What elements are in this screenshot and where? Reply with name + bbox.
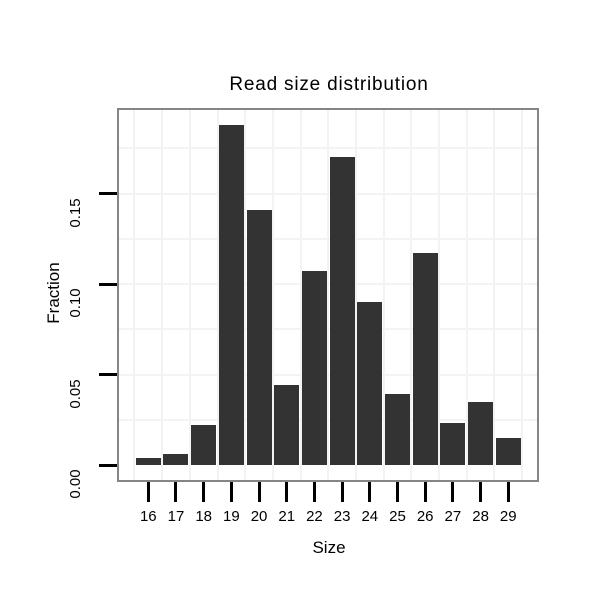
bar-28 — [468, 402, 494, 465]
x-tick-label: 25 — [389, 508, 406, 525]
gridline-vertical — [244, 110, 247, 480]
gridline-vertical — [299, 110, 302, 480]
gridline-vertical — [327, 110, 330, 480]
bar-19 — [218, 125, 244, 465]
y-tick-label: 0.10 — [67, 288, 84, 318]
grid-layer — [119, 110, 537, 480]
x-tick-mark — [368, 482, 372, 502]
x-tick-label: 21 — [278, 508, 296, 525]
gridline-vertical — [493, 110, 496, 480]
x-tick-mark — [285, 482, 289, 502]
y-tick-mark — [99, 373, 117, 376]
x-tick-mark — [451, 482, 455, 502]
bar-27 — [440, 423, 466, 465]
gridline-vertical — [521, 110, 524, 480]
x-tick-label: 26 — [416, 508, 434, 525]
x-tick-mark — [257, 482, 261, 502]
x-axis-title: Size — [312, 538, 346, 557]
gridline-vertical — [354, 110, 357, 480]
gridline-vertical — [382, 110, 385, 480]
x-tick-mark — [202, 482, 206, 502]
x-tick-label: 22 — [306, 508, 323, 525]
x-tick-label: 28 — [472, 508, 489, 525]
bar-24 — [357, 302, 383, 465]
bar-29 — [495, 438, 521, 465]
bar-23 — [329, 157, 355, 465]
x-tick-label: 18 — [195, 508, 213, 525]
y-tick-mark — [99, 192, 117, 195]
x-tick-label: 23 — [333, 508, 351, 525]
bar-18 — [191, 425, 217, 465]
bar-25 — [385, 394, 410, 465]
x-tick-label: 16 — [139, 508, 157, 525]
x-tick-mark — [479, 482, 483, 502]
bar-20 — [246, 210, 272, 465]
x-tick-label: 19 — [223, 508, 240, 525]
bar-26 — [412, 253, 438, 465]
x-tick-mark — [340, 482, 344, 502]
gridline-vertical — [438, 110, 441, 480]
x-tick-mark — [146, 482, 150, 502]
x-tick-label: 27 — [444, 508, 462, 525]
x-tick-label: 17 — [167, 508, 185, 525]
gridline-vertical — [410, 110, 413, 480]
y-tick-mark — [99, 282, 117, 286]
bar-21 — [274, 385, 300, 465]
x-tick-mark — [506, 482, 510, 502]
gridline-vertical — [271, 110, 274, 480]
bars-layer — [119, 110, 537, 480]
y-tick-label: 0.00 — [67, 469, 84, 499]
gridline-vertical — [161, 110, 164, 480]
chart-title: Read size distribution — [229, 74, 429, 95]
bar-22 — [301, 271, 327, 465]
x-tick-label: 24 — [361, 508, 379, 525]
gridline-vertical — [133, 110, 136, 480]
x-tick-label: 20 — [250, 508, 268, 525]
x-tick-mark — [396, 482, 399, 502]
y-tick-label: 0.05 — [67, 378, 84, 409]
x-tick-mark — [423, 482, 427, 502]
x-tick-mark — [229, 482, 233, 502]
y-tick-label: 0.15 — [67, 197, 84, 228]
x-tick-mark — [312, 482, 316, 502]
y-tick-mark — [99, 463, 117, 467]
gridline-vertical — [216, 110, 219, 480]
gridline-vertical — [188, 110, 191, 480]
x-tick-mark — [174, 482, 178, 502]
x-tick-label: 29 — [499, 508, 517, 525]
bar-16 — [135, 458, 161, 465]
gridline-vertical — [465, 110, 468, 480]
plot-panel — [117, 108, 539, 482]
y-axis-title: Fraction — [44, 262, 63, 324]
bar-17 — [163, 454, 189, 465]
